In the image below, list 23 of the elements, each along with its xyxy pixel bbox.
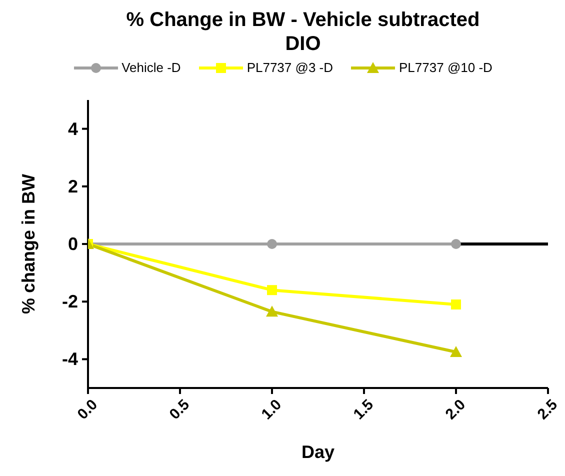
point: [451, 299, 461, 310]
x-tick-label: 1.5: [350, 396, 378, 424]
x-tick-label: 0.5: [166, 396, 194, 424]
y-tick-label: -2: [62, 292, 78, 312]
x-tick-label: 2.5: [534, 396, 562, 424]
point: [267, 239, 277, 249]
x-tick-label: 2.0: [442, 396, 470, 424]
x-tick-label: 0.0: [74, 396, 102, 424]
y-tick-label: 0: [68, 234, 78, 254]
point: [266, 306, 278, 317]
y-tick-label: -4: [62, 349, 78, 370]
point: [451, 239, 461, 249]
x-tick-label: 1.0: [258, 396, 286, 424]
legend-label: PL7737 @10 -D: [399, 60, 492, 75]
chart-title: % Change in BW - Vehicle subtracted DIO: [125, 8, 481, 56]
point: [267, 285, 277, 296]
y-axis-title: % change in BW: [18, 174, 38, 314]
x-axis-title: Day: [301, 442, 335, 462]
point: [450, 346, 462, 357]
legend-label: PL7737 @3 -D: [246, 60, 334, 75]
y-tick-label: 2: [68, 176, 78, 196]
y-tick-label: 4: [68, 118, 78, 139]
legend-label: Vehicle -D: [122, 60, 181, 75]
